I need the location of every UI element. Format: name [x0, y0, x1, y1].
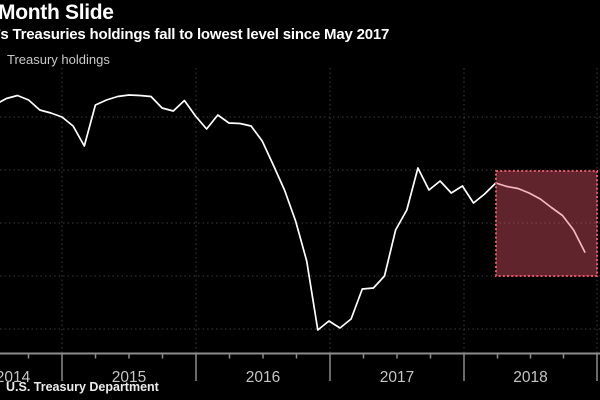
chart-title: Month Slide [0, 1, 114, 24]
x-axis-year-label: 2018 [513, 369, 547, 386]
x-axis-year-label: 2017 [380, 369, 414, 386]
x-axis-year-label: 2015 [112, 369, 146, 386]
legend-label: Treasury holdings [7, 52, 110, 67]
x-axis-year-label: 2016 [246, 369, 280, 386]
highlight-box [495, 170, 598, 277]
treasury-holdings-line [0, 94, 586, 331]
source-label: U.S. Treasury Department [6, 380, 159, 394]
x-axis-year-label: 2014 [0, 369, 31, 386]
chart-subtitle: ’s Treasuries holdings fall to lowest le… [0, 26, 390, 43]
